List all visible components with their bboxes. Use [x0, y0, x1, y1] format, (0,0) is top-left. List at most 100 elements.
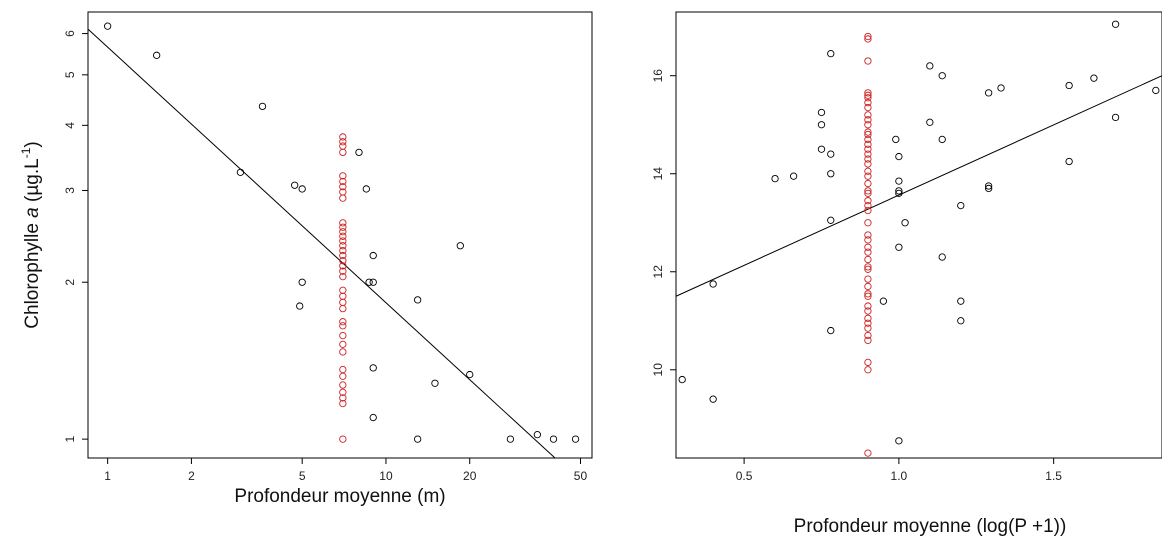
data-point-black [298, 278, 306, 286]
right-y-axis: 10 12 14 16 [651, 69, 676, 377]
data-point-black [901, 219, 909, 227]
data-point-black [938, 72, 946, 80]
right-plot-frame [675, 11, 1162, 459]
y-title-italic: a [22, 207, 43, 218]
data-point-red [864, 155, 872, 163]
data-point-red [339, 331, 347, 340]
data-point-red [339, 232, 347, 240]
right-x-axis: 0.5 1.0 1.5 [736, 458, 1062, 483]
data-point-red [864, 255, 872, 264]
data-point-red [864, 319, 872, 327]
data-point-red [864, 366, 872, 374]
data-point-black [431, 379, 439, 387]
data-point-red [864, 290, 872, 298]
y-tick-label: 10 [651, 363, 665, 377]
data-point-black [957, 201, 965, 210]
y-tick-label: 12 [651, 265, 665, 279]
data-point-red [864, 314, 872, 322]
right-data-points [678, 20, 1160, 457]
data-point-red [864, 336, 872, 345]
data-point-red [339, 267, 347, 275]
data-point-red [339, 138, 347, 146]
data-point-red [339, 348, 347, 356]
data-point-black [414, 435, 422, 443]
data-point-red [339, 435, 347, 443]
right-regression-line [675, 75, 1162, 297]
right-x-axis-title: Profondeur moyenne (log(P +1)) [794, 516, 1067, 537]
left-x-axis: 1 2 5 10 20 50 [104, 458, 587, 483]
y-tick-label: 5 [63, 71, 77, 78]
data-point-black [879, 297, 888, 305]
data-point-black [926, 62, 934, 70]
data-point-red [339, 228, 347, 236]
data-point-red [864, 197, 872, 205]
data-point-black [571, 435, 580, 443]
data-point-black [895, 437, 903, 445]
data-point-black [414, 296, 422, 304]
left-x-axis-title: Profondeur moyenne (m) [234, 486, 445, 507]
data-point-black [827, 50, 835, 58]
data-point-red [864, 275, 872, 283]
data-point-red [339, 372, 347, 380]
data-point-black [153, 51, 161, 59]
data-point-red [864, 263, 872, 271]
data-point-red [864, 172, 872, 180]
y-tick-label: 2 [63, 279, 77, 286]
data-point-red [864, 145, 872, 153]
y-tick-label: 16 [651, 69, 665, 83]
data-point-red [864, 206, 872, 215]
data-point-black [365, 278, 373, 286]
left-plot-frame [87, 11, 593, 459]
data-point-black [1111, 113, 1120, 122]
data-point-black [771, 174, 779, 183]
data-point-black [997, 84, 1005, 92]
data-point-red [864, 187, 872, 195]
data-point-red [864, 179, 872, 188]
data-point-red [864, 160, 872, 168]
data-point-red [864, 219, 872, 227]
data-point-red [864, 94, 872, 102]
data-point-black [369, 278, 377, 286]
data-point-black [895, 189, 903, 197]
y-tick-label: 14 [651, 167, 665, 181]
data-point-black [362, 185, 370, 193]
data-point-red [339, 292, 347, 300]
data-point-black [984, 182, 993, 190]
data-point-red [864, 135, 872, 144]
data-point-red [864, 302, 872, 310]
data-point-black [895, 243, 903, 251]
data-point-red [864, 32, 872, 41]
data-point-red [864, 35, 872, 43]
data-point-red [339, 242, 347, 250]
data-point-red [864, 103, 872, 112]
data-point-red [864, 231, 872, 239]
data-point-red [339, 399, 347, 408]
y-title-sup: -1 [19, 147, 33, 158]
data-point-red [339, 286, 347, 294]
data-point-black [817, 145, 826, 153]
y-title-suffix: ) [22, 141, 43, 147]
data-point-red [864, 167, 872, 175]
data-point-red [864, 57, 872, 65]
data-point-red [864, 292, 872, 300]
data-point-red [339, 322, 347, 330]
data-point-black [355, 148, 363, 157]
x-tick-label: 50 [574, 469, 588, 483]
data-point-red [864, 99, 872, 107]
data-point-red [339, 223, 347, 231]
data-point-red [339, 194, 347, 202]
x-tick-label: 10 [379, 469, 393, 483]
data-point-red [339, 246, 347, 255]
data-point-black [926, 118, 934, 126]
data-point-red [339, 388, 347, 396]
data-point-red [339, 177, 347, 186]
data-point-black [296, 302, 304, 310]
data-point-black [236, 168, 245, 176]
data-point-red [339, 251, 347, 260]
data-point-red [864, 307, 872, 315]
data-point-black [103, 22, 112, 30]
data-point-black [369, 251, 377, 260]
y-tick-label: 3 [63, 187, 77, 194]
data-point-red [339, 219, 347, 227]
